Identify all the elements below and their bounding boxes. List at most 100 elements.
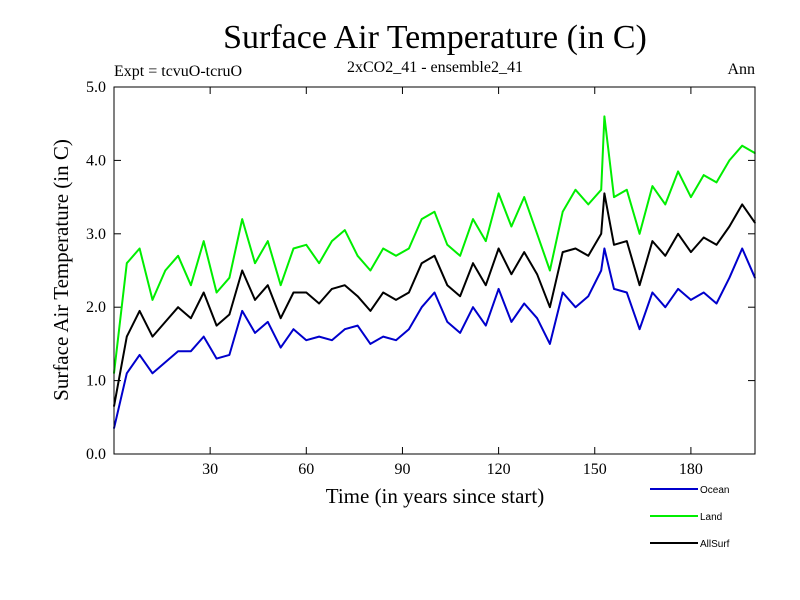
- data-point: [138, 247, 141, 250]
- data-point: [420, 218, 423, 220]
- series-ocean: [113, 247, 756, 430]
- data-point: [190, 350, 192, 353]
- data-point: [702, 236, 705, 239]
- data-point: [138, 310, 141, 312]
- data-point: [382, 291, 385, 294]
- data-point: [523, 196, 526, 198]
- data-point: [702, 174, 705, 176]
- data-point: [561, 251, 564, 253]
- data-point: [228, 277, 231, 279]
- data-point: [626, 240, 628, 242]
- data-point: [715, 244, 718, 246]
- data-point: [677, 233, 679, 235]
- data-point: [279, 317, 282, 320]
- series-line-allsurf: [113, 192, 756, 407]
- data-point: [279, 346, 282, 349]
- data-point: [343, 328, 346, 331]
- data-point: [510, 225, 513, 228]
- plot-frame: [113, 86, 756, 455]
- data-point: [331, 240, 333, 242]
- data-point: [151, 335, 154, 338]
- data-point: [446, 244, 449, 246]
- data-point: [484, 324, 487, 327]
- data-point: [164, 361, 167, 364]
- y-tick-label: 0.0: [86, 446, 106, 463]
- data-point: [536, 317, 538, 320]
- data-point: [715, 181, 718, 184]
- data-point: [574, 188, 577, 191]
- data-point: [292, 328, 295, 331]
- data-point: [638, 284, 641, 286]
- data-point: [254, 262, 256, 264]
- data-point: [664, 255, 667, 257]
- data-point: [741, 203, 743, 206]
- data-point: [318, 302, 320, 305]
- data-point: [664, 306, 667, 309]
- legend-label: Ocean: [700, 485, 729, 496]
- data-point: [472, 262, 474, 264]
- y-tick-label: 2.0: [86, 299, 106, 316]
- x-tick-label: 90: [394, 461, 410, 478]
- data-point: [138, 354, 141, 356]
- series-line-ocean: [113, 247, 756, 429]
- data-point: [202, 291, 205, 294]
- data-point: [613, 196, 615, 198]
- data-point: [603, 115, 606, 118]
- data-point: [369, 310, 372, 312]
- data-point: [241, 218, 243, 220]
- data-point: [510, 273, 513, 275]
- data-point: [177, 255, 179, 257]
- data-point: [549, 306, 551, 309]
- data-point: [408, 328, 410, 331]
- data-point: [241, 310, 243, 312]
- data-point: [408, 247, 410, 250]
- legend: Ocean Land AllSurf: [650, 485, 730, 550]
- chart-title: Surface Air Temperature (in C): [223, 19, 647, 56]
- data-point: [690, 299, 692, 301]
- data-point: [356, 295, 359, 297]
- data-point: [536, 233, 538, 235]
- x-tick-label: 150: [583, 461, 607, 478]
- data-point: [292, 291, 295, 294]
- data-point: [561, 210, 564, 213]
- data-point: [574, 306, 577, 309]
- data-point: [202, 240, 205, 242]
- data-point: [459, 295, 461, 297]
- data-point: [523, 302, 526, 305]
- data-point: [382, 335, 385, 338]
- chart-subtitle: 2xCO2_41 - ensemble2_41: [347, 59, 523, 76]
- data-point: [126, 372, 128, 375]
- data-point: [215, 291, 218, 294]
- data-point: [549, 343, 551, 345]
- data-point: [651, 291, 654, 294]
- data-point: [613, 244, 615, 246]
- data-point: [741, 144, 743, 147]
- legend-item-ocean: Ocean: [650, 485, 729, 496]
- data-point: [369, 269, 372, 272]
- data-point: [369, 343, 372, 345]
- data-point: [126, 262, 128, 264]
- data-point: [664, 203, 667, 206]
- data-point: [382, 247, 385, 250]
- data-point: [318, 335, 320, 338]
- data-point: [638, 233, 641, 235]
- data-point: [497, 192, 500, 195]
- data-point: [164, 321, 167, 323]
- data-point: [446, 321, 449, 323]
- series-line-land: [113, 115, 756, 374]
- data-point: [177, 306, 179, 309]
- data-point: [356, 324, 359, 327]
- data-point: [151, 299, 154, 301]
- data-point: [536, 273, 538, 275]
- data-point: [279, 284, 282, 286]
- data-point: [343, 229, 346, 231]
- x-tick-label: 30: [202, 461, 218, 478]
- plot-area: 30 60 90 120 150 180 0.0 1.0 2.0 3.0 4.0 5.0: [86, 79, 756, 478]
- data-point: [202, 335, 205, 338]
- data-point: [715, 302, 718, 305]
- data-point: [215, 357, 218, 360]
- data-point: [215, 324, 218, 327]
- data-point: [331, 288, 333, 290]
- data-point: [177, 350, 179, 353]
